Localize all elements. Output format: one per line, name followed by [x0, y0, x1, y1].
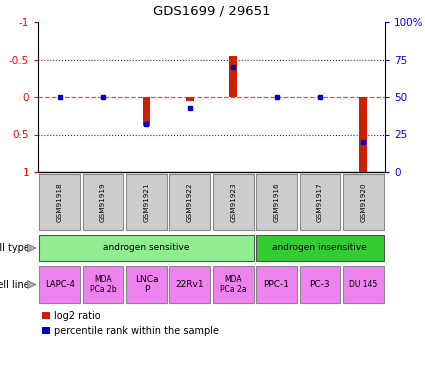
- Text: percentile rank within the sample: percentile rank within the sample: [54, 326, 219, 336]
- Text: GSM91923: GSM91923: [230, 182, 236, 222]
- Text: GDS1699 / 29651: GDS1699 / 29651: [153, 5, 270, 18]
- Text: LAPC-4: LAPC-4: [45, 280, 75, 289]
- Text: GSM91917: GSM91917: [317, 182, 323, 222]
- Polygon shape: [28, 280, 36, 288]
- Bar: [300, 266, 340, 303]
- Bar: [83, 174, 123, 230]
- Text: PPC-1: PPC-1: [264, 280, 289, 289]
- Bar: [229, 56, 237, 97]
- Bar: [126, 174, 167, 230]
- Bar: [343, 174, 384, 230]
- Bar: [170, 266, 210, 303]
- Text: log2 ratio: log2 ratio: [54, 311, 101, 321]
- Text: GSM91922: GSM91922: [187, 182, 193, 222]
- Text: GSM91916: GSM91916: [274, 182, 280, 222]
- Bar: [213, 266, 254, 303]
- Text: GSM91921: GSM91921: [143, 182, 150, 222]
- Text: GSM91919: GSM91919: [100, 182, 106, 222]
- Bar: [256, 174, 297, 230]
- Bar: [213, 174, 254, 230]
- Bar: [256, 235, 384, 261]
- Bar: [343, 266, 384, 303]
- Bar: [126, 266, 167, 303]
- Text: androgen insensitive: androgen insensitive: [272, 243, 367, 252]
- Bar: [170, 174, 210, 230]
- Bar: [256, 266, 297, 303]
- Bar: [360, 97, 367, 172]
- Bar: [142, 97, 150, 126]
- Text: cell type: cell type: [0, 243, 29, 253]
- Text: 22Rv1: 22Rv1: [176, 280, 204, 289]
- Bar: [39, 266, 80, 303]
- Text: cell line: cell line: [0, 279, 29, 290]
- Bar: [300, 174, 340, 230]
- Text: GSM91920: GSM91920: [360, 182, 366, 222]
- Polygon shape: [28, 244, 36, 252]
- Text: MDA
PCa 2a: MDA PCa 2a: [220, 275, 246, 294]
- Text: androgen sensitive: androgen sensitive: [103, 243, 190, 252]
- Bar: [39, 174, 80, 230]
- Text: PC-3: PC-3: [310, 280, 330, 289]
- Text: LNCa
P: LNCa P: [135, 275, 158, 294]
- Bar: [186, 97, 194, 101]
- Text: DU 145: DU 145: [349, 280, 377, 289]
- Text: GSM91918: GSM91918: [57, 182, 63, 222]
- Text: MDA
PCa 2b: MDA PCa 2b: [90, 275, 116, 294]
- Bar: [83, 266, 123, 303]
- Bar: [39, 235, 254, 261]
